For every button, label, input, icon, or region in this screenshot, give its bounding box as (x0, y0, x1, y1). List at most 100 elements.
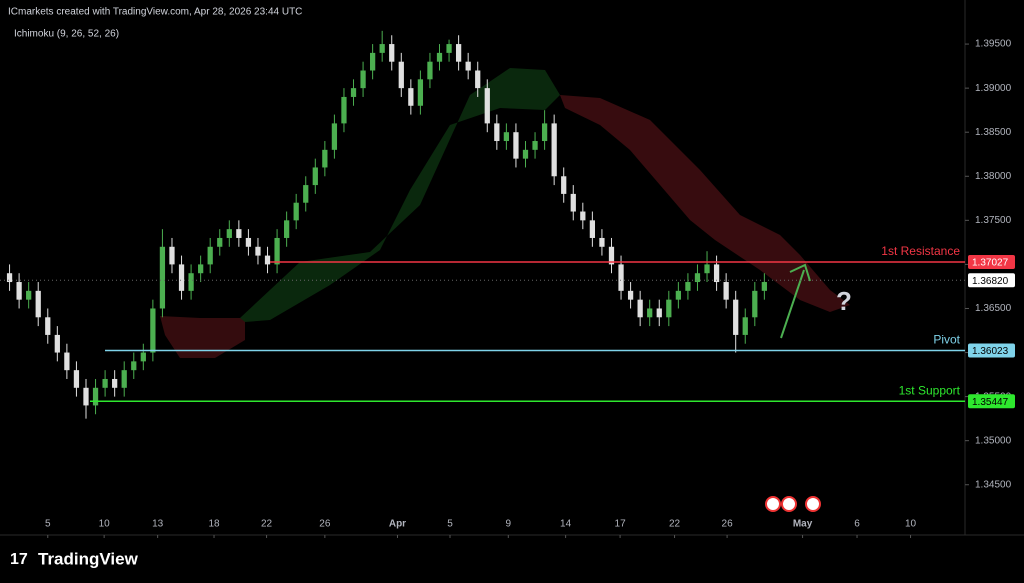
brand: TradingView (38, 549, 139, 568)
candle-body (647, 308, 653, 318)
candle-body (83, 387, 89, 406)
level-name: 1st Support (899, 383, 961, 397)
y-tick-label: 1.34500 (975, 479, 1012, 490)
candle-body (389, 44, 395, 62)
candle-body (26, 290, 32, 300)
candle-body (656, 308, 662, 318)
candle-body (112, 378, 118, 388)
annotation: ? (836, 286, 852, 316)
candle-body (752, 290, 758, 318)
header: ICmarkets created with TradingView.com, … (8, 7, 302, 18)
event-flag (765, 496, 781, 512)
cloud-bear (560, 95, 850, 312)
candle-body (637, 299, 643, 318)
arrow (780, 269, 805, 339)
x-tick-label: 9 (506, 519, 512, 530)
x-tick-label: 10 (905, 519, 917, 530)
y-tick-label: 1.37500 (975, 215, 1012, 226)
candle-body (284, 220, 290, 238)
candle-body (494, 123, 500, 142)
candle-body (226, 229, 232, 238)
candle-body (589, 220, 596, 238)
candle-body (570, 193, 576, 212)
y-tick-label: 1.39000 (975, 83, 1012, 94)
candle-body (178, 264, 185, 291)
x-tick-label: Apr (389, 519, 406, 530)
candle-body (427, 61, 433, 80)
candle-body (92, 387, 99, 406)
candle-body (417, 79, 424, 106)
candle-body (131, 361, 137, 371)
x-tick-label: 13 (152, 519, 164, 530)
cloud-bull (240, 68, 560, 322)
candle-body (379, 44, 385, 53)
candle-body (522, 149, 529, 159)
price-tag (968, 255, 1015, 270)
candle-body (341, 96, 347, 124)
candle-body (436, 52, 443, 62)
candle-body (54, 334, 60, 353)
candle-body (312, 167, 318, 186)
level-price: 1.36023 (972, 346, 1009, 357)
x-tick-label: 10 (99, 519, 111, 530)
candle-body (599, 237, 605, 247)
candle-body (503, 132, 510, 142)
candle-body (618, 264, 624, 291)
candle-body (121, 370, 127, 388)
candle-body (255, 246, 261, 256)
candle-body (45, 317, 51, 335)
candle-body (303, 185, 309, 203)
candle-body (274, 237, 280, 265)
x-tick-label: 6 (854, 519, 860, 530)
x-tick-label: 5 (45, 519, 51, 530)
y-tick-label: 1.38000 (975, 171, 1012, 182)
cloud-bear (160, 316, 245, 358)
arrow-head (789, 263, 811, 282)
candle-body (293, 202, 299, 221)
candle-body (398, 61, 404, 89)
level-name: 1st Resistance (881, 244, 960, 258)
candle-body (188, 273, 194, 291)
candle-body (159, 246, 166, 309)
candle-body (455, 44, 462, 62)
current-price-label: 1.36820 (972, 276, 1009, 287)
candle-body (35, 290, 41, 318)
price-tag (968, 343, 1015, 358)
candle-body (102, 378, 108, 388)
candle-body (675, 290, 681, 300)
candle-body (331, 123, 338, 150)
candle-body (369, 52, 376, 71)
candle-body (217, 237, 223, 247)
candle-body (360, 70, 366, 89)
y-tick-label: 1.38500 (975, 127, 1012, 138)
x-tick-label: 18 (208, 519, 220, 530)
candle-body (73, 370, 80, 388)
y-tick-label: 1.36500 (975, 303, 1012, 314)
candle-body (532, 141, 538, 150)
candle-body (666, 299, 672, 318)
x-tick-label: 14 (560, 519, 572, 530)
candle-body (484, 88, 490, 124)
candle-body (465, 61, 471, 71)
candle-body (236, 229, 242, 238)
x-tick-label: 5 (447, 519, 453, 530)
x-tick-label: 26 (319, 519, 331, 530)
price-tag (968, 273, 1015, 288)
candle-body (742, 317, 748, 335)
candle-body (513, 132, 519, 159)
candle-body (245, 237, 252, 247)
price-tag (968, 394, 1015, 409)
candle-body (150, 308, 156, 353)
indicator-label: Ichimoku (9, 26, 52, 26) (14, 29, 119, 40)
candle-body (350, 88, 357, 97)
candle-body (6, 273, 13, 283)
plot (6, 30, 767, 419)
x-tick-label: 22 (669, 519, 681, 530)
candle-body (685, 282, 691, 291)
logo-mark: 17 (10, 551, 28, 568)
event-flag (781, 496, 797, 512)
candle-body (140, 352, 146, 362)
y-tick-label: 1.35000 (975, 435, 1012, 446)
y-tick-label: 1.39500 (975, 39, 1012, 50)
